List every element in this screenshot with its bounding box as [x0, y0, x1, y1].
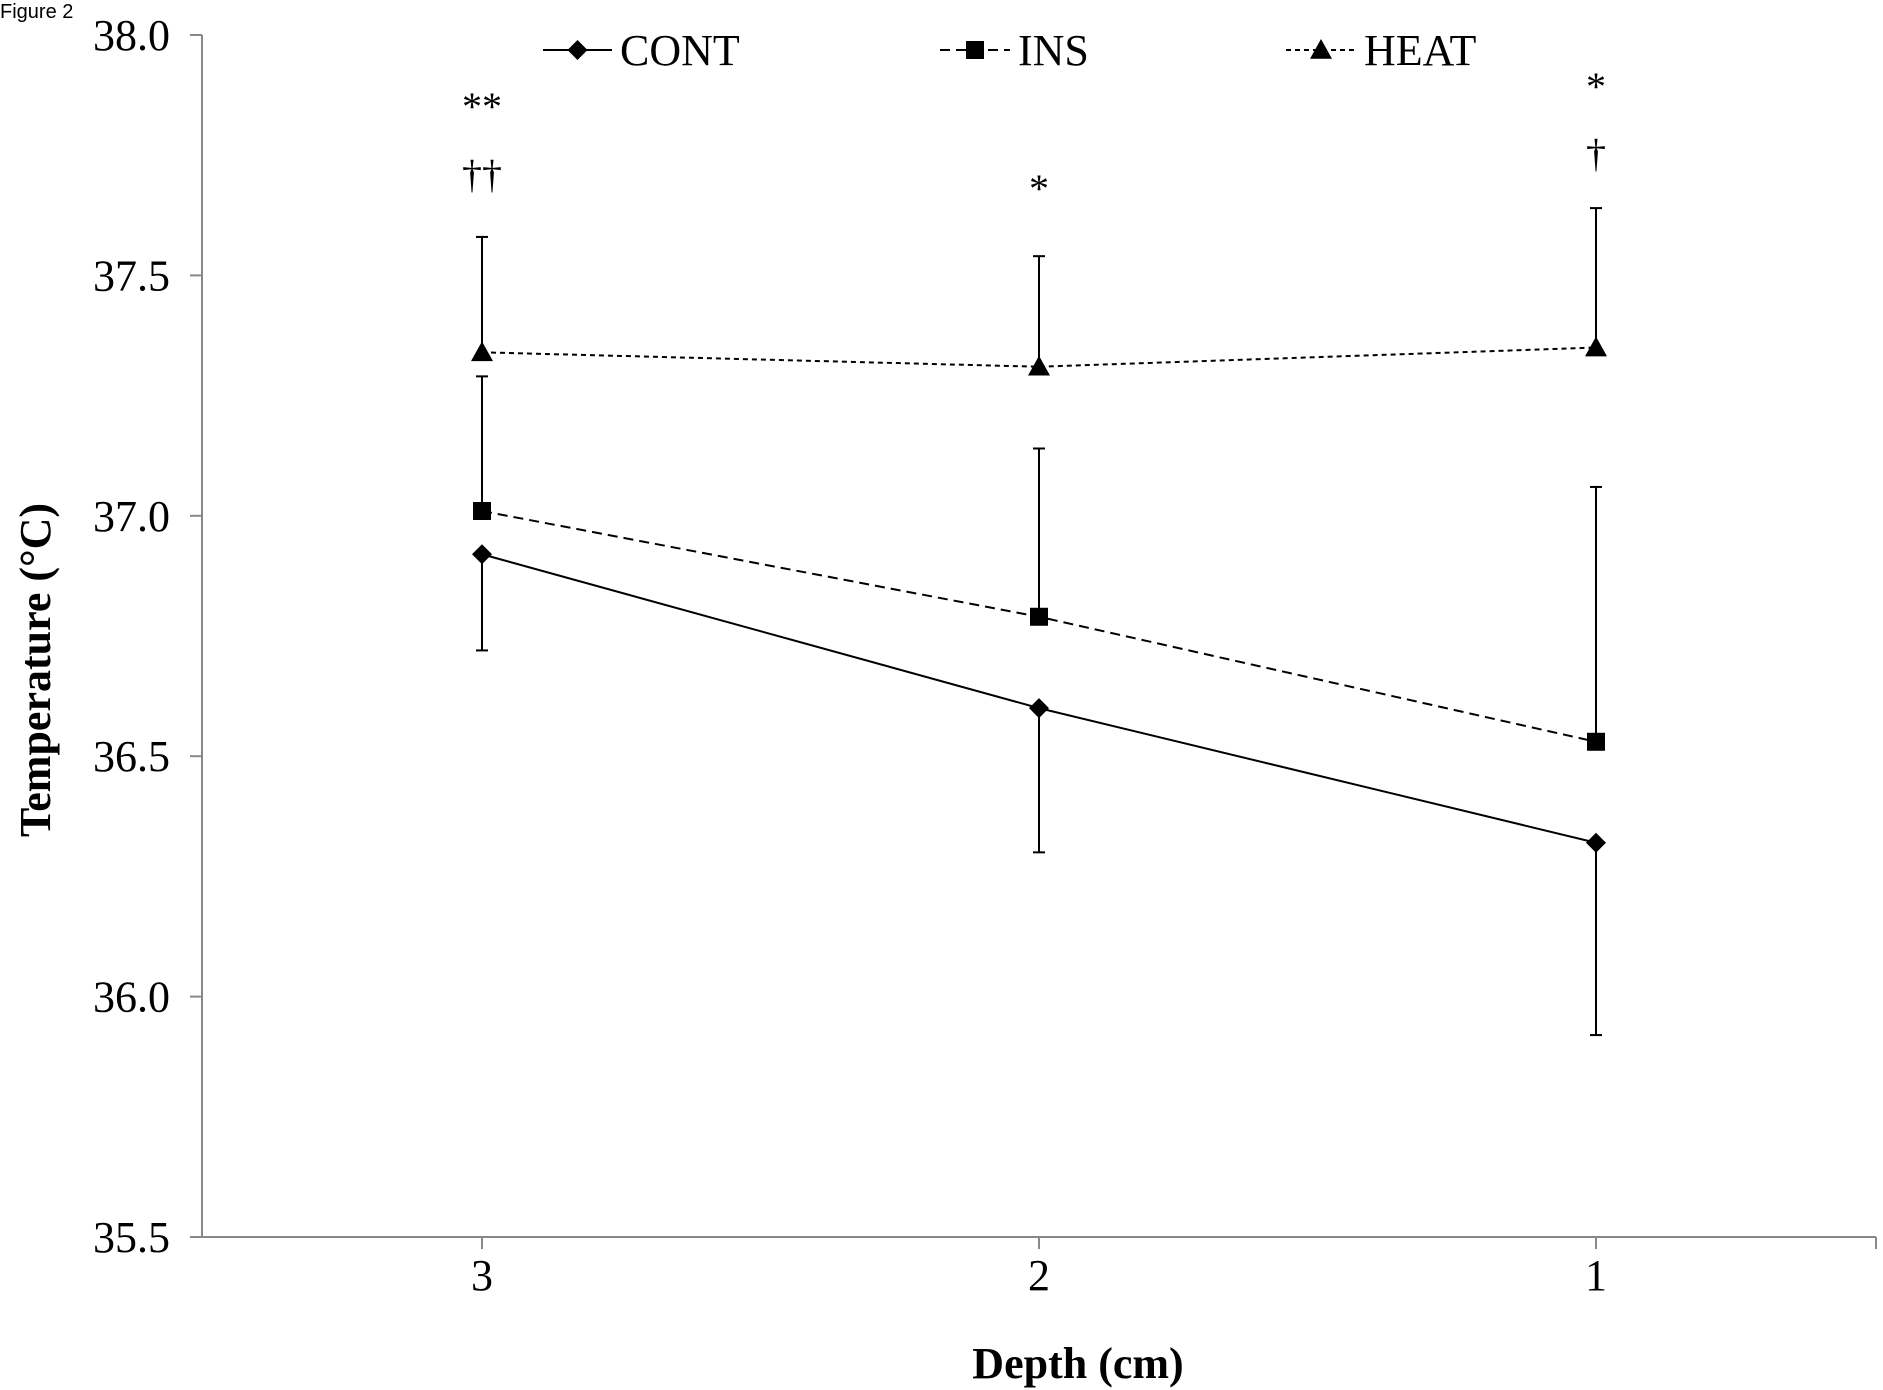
heat-series-line: [481, 346, 1597, 368]
legend-heat-label: HEAT: [1364, 26, 1477, 75]
figure-label: Figure 2: [0, 1, 73, 23]
legend-cont-marker: [567, 40, 588, 60]
significance-annotations: **†† **†: [462, 64, 1606, 211]
heat-point: [1585, 336, 1607, 357]
x-axis-title: Depth (cm): [972, 1339, 1183, 1388]
ins-point: [1587, 732, 1605, 751]
series-markers: [471, 336, 1607, 853]
legend: CONT INS HEAT: [543, 26, 1477, 75]
significance-marker: *: [1586, 64, 1606, 109]
legend-heat-marker: [1310, 39, 1332, 59]
significance-marker: **: [462, 84, 502, 129]
error-bars: [476, 207, 1602, 1037]
cont-point: [472, 544, 492, 565]
x-tick-label: 3: [471, 1251, 493, 1300]
x-tick-label: 2: [1028, 1251, 1050, 1300]
x-tick-label: 1: [1585, 1251, 1607, 1300]
significance-marker: †: [1586, 131, 1606, 176]
cont-point: [1029, 698, 1049, 719]
y-axis-title: Temperature (°C): [11, 503, 60, 837]
ins-point: [473, 501, 491, 520]
y-tick-label: 36.0: [93, 973, 170, 1022]
cont-point: [1586, 832, 1606, 853]
heat-point: [471, 341, 493, 362]
y-tick-label: 36.5: [93, 732, 170, 781]
y-tick-label: 38.0: [93, 11, 170, 60]
y-tick-label: 37.5: [93, 251, 170, 300]
legend-ins-marker: [966, 41, 984, 59]
ins-point: [1030, 607, 1048, 626]
legend-ins-label: INS: [1018, 26, 1089, 75]
axes: 35.5 36.0 36.5 37.0 37.5 38.0 3 2 1: [93, 11, 1877, 1300]
y-tick-label: 37.0: [93, 492, 170, 541]
heat-point: [1028, 355, 1050, 376]
significance-marker: *: [1029, 166, 1049, 211]
legend-cont-label: CONT: [620, 26, 740, 75]
significance-marker: ††: [462, 152, 502, 197]
y-tick-label: 35.5: [93, 1213, 170, 1262]
